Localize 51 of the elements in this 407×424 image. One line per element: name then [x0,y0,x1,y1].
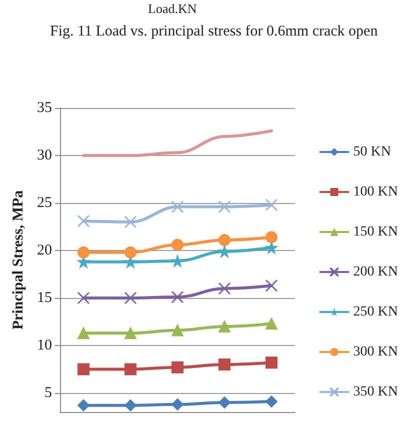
point [218,320,230,332]
point [218,245,230,258]
point [266,242,278,254]
point [172,238,184,251]
point [78,363,90,376]
point [78,399,90,412]
legend-label: 250 KN [353,304,398,320]
point [266,396,278,408]
point [124,399,136,412]
point [265,198,278,212]
point [171,200,184,214]
y-tick-label: 35 [37,100,52,116]
point [78,327,90,340]
point [124,363,136,376]
point [218,396,230,408]
point [265,279,278,292]
y-tick-label: 30 [37,148,52,164]
y-tick-label: 20 [37,242,52,258]
point [218,234,230,246]
point [172,361,184,374]
point [77,214,90,228]
y-tick-label: 5 [44,385,52,401]
point [124,246,136,258]
point [171,290,184,304]
legend-label: 350 KN [353,384,398,400]
text: Load.KN [148,1,198,16]
y-axis-title: Principal Stress, MPa [10,190,26,330]
y-tick-label: 10 [37,338,52,354]
point [266,318,278,330]
legend-label: 200 KN [353,264,398,280]
point [77,292,90,304]
point [124,327,136,340]
point [218,358,230,370]
y-tick-label: 25 [37,195,52,211]
legend-label: 300 KN [353,344,398,360]
point [124,292,137,304]
point [172,398,184,410]
caption: Fig. 11 Load vs. principal stress for 0.6mm crack open [50,24,378,40]
y-tick-label: 15 [37,290,52,306]
point [172,324,184,336]
point [218,282,231,295]
point [124,216,137,228]
legend-label: 50 KN [353,144,392,160]
legend-label: 100 KN [353,184,398,200]
legend-label: 150 KN [353,224,398,240]
point [218,200,231,214]
point [266,356,278,369]
line-series [82,129,273,157]
point [78,246,90,258]
point [172,254,184,267]
point [266,231,278,244]
